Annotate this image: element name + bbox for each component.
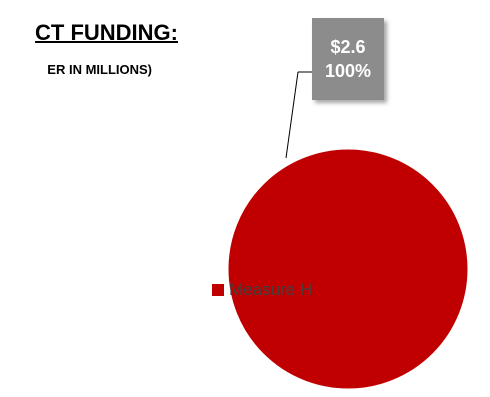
data-label-percent: 100% [324,61,372,81]
legend-swatch-measure-h [212,284,224,296]
legend-label-measure-h: Measure H [229,280,313,299]
data-label-box: $2.6 100% [312,18,384,100]
pie-slice-measure-h [227,148,469,390]
chart-subtitle-text: ER IN MILLIONS) [47,62,152,77]
chart-subtitle: ER IN MILLIONS) [0,62,160,80]
legend: Measure H [212,280,312,300]
chart-title-text: CT FUNDING: [35,20,178,45]
data-label-value: $2.6 [330,37,366,57]
chart-title: CT FUNDING: [0,20,480,50]
leader-line [285,71,299,159]
pie-slices [227,148,469,390]
